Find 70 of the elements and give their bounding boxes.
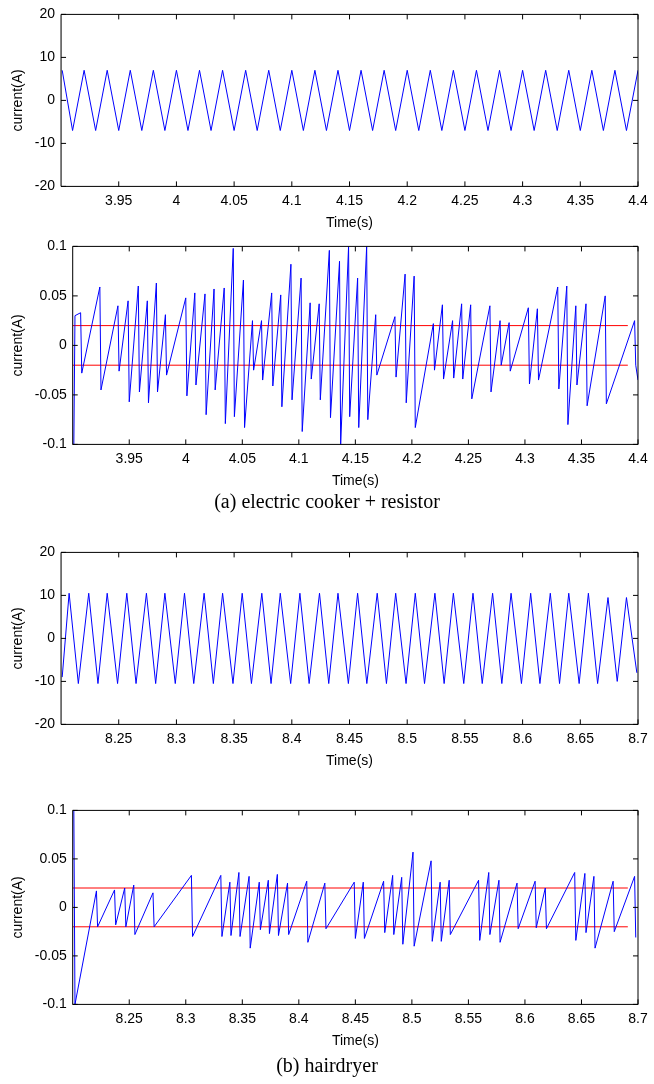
x-axis-title: Time(s) [331,472,379,489]
y-tick-label: 0.1 [47,801,67,818]
y-tick-label: 0 [47,91,56,108]
y-tick-label: 10 [39,48,56,65]
x-tick-label: 4.35 [566,191,595,208]
x-tick-label: 8.35 [228,1009,257,1026]
text: (b) hairdryer [275,1054,379,1077]
x-tick-label: 8.5 [397,729,418,746]
y-tick-label: 0 [58,336,67,353]
x-tick-label: 8.3 [166,729,187,746]
x-tick-label: 4.1 [282,191,302,208]
y-axis-title: current(A) [9,69,26,132]
x-tick-label: 8.65 [566,729,595,746]
y-tick-label: -0.1 [42,435,67,452]
x-tick-label: 4.25 [454,449,483,466]
x-tick-label: 8.25 [115,1009,144,1026]
y-tick-label: 0.05 [39,286,67,303]
x-tick-label: 8.4 [282,729,302,746]
x-tick-label: 8.3 [176,1009,196,1026]
y-tick-label: -20 [34,715,56,732]
x-tick-label: 8.55 [454,1009,483,1026]
y-tick-label: 10 [39,586,56,603]
x-tick-label: 4.15 [335,191,364,208]
x-tick-label: 4.05 [228,449,257,466]
x-tick-label: 8.25 [105,729,133,746]
x-tick-label: 4.4 [628,449,648,466]
x-tick-label: 8.7 [628,729,648,746]
x-tick-label: 8.6 [512,729,533,746]
y-tick-label: 20 [39,5,56,22]
x-tick-label: 4.15 [341,449,370,466]
x-tick-label: 8.35 [220,729,248,746]
x-axis-title: Time(s) [331,1032,379,1049]
x-tick-label: 4.05 [220,191,248,208]
y-tick-label: 20 [39,543,56,560]
y-tick-label: 0 [58,898,67,915]
y-tick-label: -10 [34,672,56,689]
x-axis-title: Time(s) [326,214,373,231]
x-tick-label: 8.45 [335,729,364,746]
y-tick-label: 0 [47,629,56,646]
x-tick-label: 4 [172,191,181,208]
x-tick-label: 4.1 [289,449,309,466]
y-tick-label: 0.05 [39,849,67,866]
x-tick-label: 4 [181,449,190,466]
x-tick-label: 8.7 [628,1009,648,1026]
x-tick-label: 4.25 [451,191,479,208]
x-tick-label: 4.35 [567,449,596,466]
y-tick-label: -20 [34,177,56,194]
y-axis-title: current(A) [9,607,26,670]
x-tick-label: 4.3 [515,449,535,466]
y-tick-label: -0.1 [42,995,67,1012]
x-tick-label: 3.95 [105,191,133,208]
x-tick-label: 8.45 [341,1009,370,1026]
x-tick-label: 8.55 [451,729,479,746]
x-tick-label: 4.2 [397,191,418,208]
y-tick-label: -0.05 [34,946,67,963]
x-tick-label: 4.4 [628,191,648,208]
text: (a) electric cooker + resistor [213,490,441,513]
x-tick-label: 4.2 [402,449,422,466]
y-tick-label: -10 [34,134,56,151]
x-tick-label: 4.3 [512,191,533,208]
y-axis-title: current(A) [9,314,26,377]
x-tick-label: 8.4 [289,1009,309,1026]
y-tick-label: 0.1 [47,237,67,254]
x-tick-label: 8.65 [567,1009,596,1026]
x-tick-label: 3.95 [115,449,144,466]
y-tick-label: -0.05 [34,385,67,402]
y-axis-title: current(A) [9,876,26,939]
x-tick-label: 8.6 [515,1009,535,1026]
x-axis-title: Time(s) [326,752,373,769]
x-tick-label: 8.5 [402,1009,422,1026]
